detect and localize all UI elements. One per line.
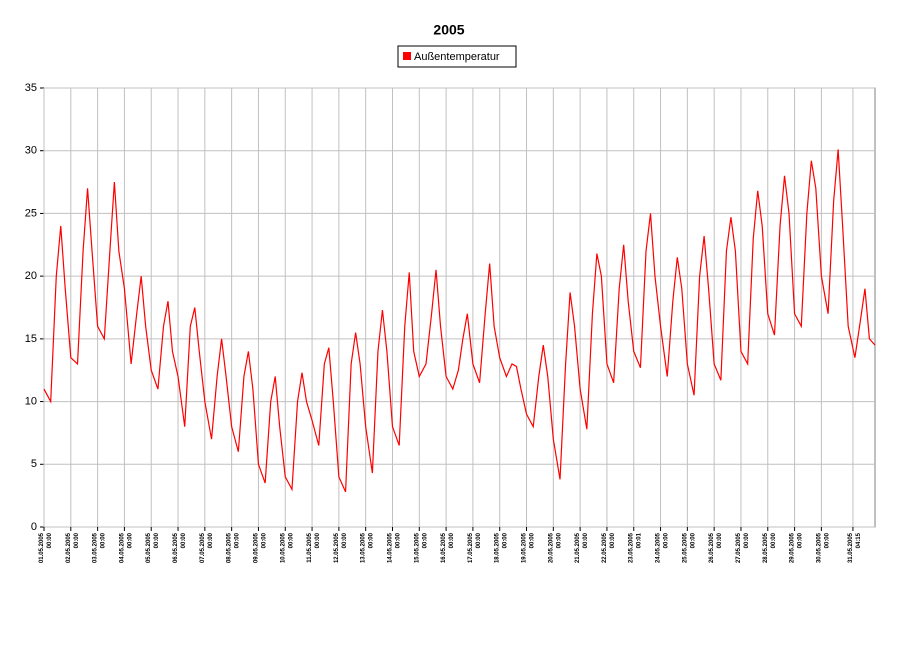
legend-box	[397, 45, 517, 68]
y-tick-label: 25	[25, 207, 37, 219]
x-tick-label: 16.05.2005 00:00	[441, 532, 455, 563]
x-tick-label: 20.05.2005 00:00	[548, 532, 562, 563]
x-tick-label: 24.05.2005 00:00	[655, 532, 669, 563]
x-tick-label: 17.05.2005 00:00	[467, 532, 481, 563]
x-tick-label: 11.05.2005 00:00	[307, 532, 321, 562]
legend-label: Außentemperatur	[414, 51, 500, 63]
data-line	[43, 149, 876, 493]
plot-area	[43, 87, 876, 528]
y-tick-label: 5	[31, 458, 37, 470]
x-tick-label: 27.05.2005 00:00	[736, 532, 750, 563]
x-tick-label: 31.05.2005 04:15	[848, 532, 862, 563]
y-tick-label: 0	[31, 521, 37, 533]
x-tick-label: 29.05.2005 00:00	[789, 532, 803, 563]
x-tick-label: 08.05.2005 00:00	[226, 532, 240, 563]
x-tick-label: 03.05.2005 00:00	[92, 532, 106, 563]
x-tick-label: 15.05.2005 00:00	[414, 532, 428, 563]
x-tick-label: 07.05.2005 00:00	[199, 532, 213, 563]
x-tick-label: 28.05.2005 00:00	[762, 532, 776, 563]
x-tick-label: 06.05.2005 00:00	[173, 532, 187, 563]
x-tick-label: 26.05.2005 00:00	[709, 532, 723, 563]
y-tick-label: 35	[25, 82, 37, 94]
x-tick-label: 12.05.2005 00:00	[333, 532, 347, 563]
x-tick-label: 22.05.2005 00:00	[602, 532, 616, 563]
y-tick-label: 10	[25, 395, 37, 407]
x-tick-label: 25.05.2005 00:00	[682, 532, 696, 563]
x-tick-label: 02.05.2005 00:00	[65, 532, 79, 563]
y-tick-label: 20	[25, 270, 37, 282]
chart-title: 2005	[433, 22, 464, 38]
y-tick-label: 30	[25, 145, 37, 157]
x-tick-label: 09.05.2005 00:00	[253, 532, 267, 563]
x-tick-label: 18.05.2005 00:00	[494, 532, 508, 563]
y-tick-label: 15	[25, 333, 37, 345]
x-tick-label: 10.05.2005 00:00	[280, 532, 294, 563]
x-tick-label: 04.05.2005 00:00	[119, 532, 133, 563]
x-tick-label: 14.05.2005 00:00	[387, 532, 401, 563]
x-tick-label: 23.05.2005 00:01	[628, 532, 642, 563]
x-tick-label: 21.05.2005 00:00	[575, 532, 589, 563]
x-tick-label: 30.05.2005 00:00	[816, 532, 830, 563]
x-tick-label: 01.05.2005 00:00	[39, 532, 53, 563]
legend-swatch	[403, 52, 411, 60]
x-tick-label: 05.05.2005 00:00	[146, 532, 160, 563]
x-tick-label: 19.05.2005 00:00	[521, 532, 535, 563]
x-tick-label: 13.05.2005 00:00	[360, 532, 374, 563]
